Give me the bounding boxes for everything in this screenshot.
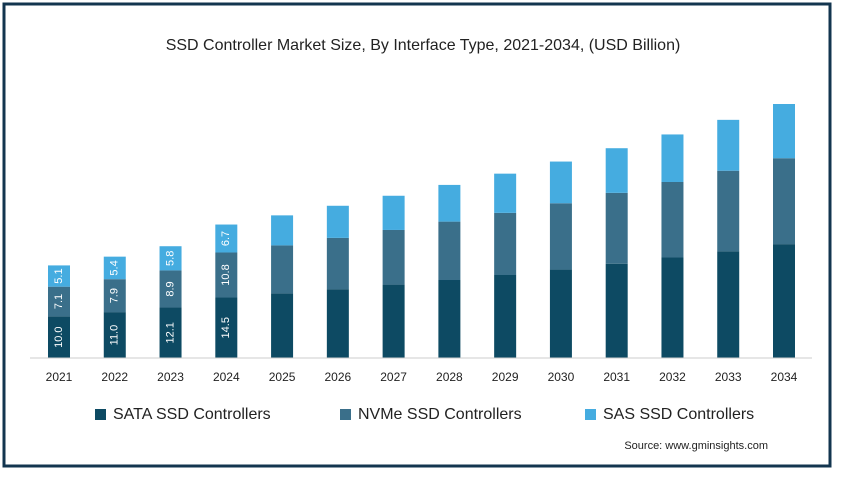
x-tick-label: 2026 [324,370,351,384]
data-label: 7.9 [109,288,121,303]
data-label: 12.1 [164,322,176,343]
bar-segment [773,104,795,159]
source: Source: www.gminsights.com [624,440,768,452]
legend-swatch [340,409,351,420]
x-tick-label: 2027 [380,370,407,384]
data-label: 5.1 [53,268,65,283]
bar-segment [717,170,740,252]
data-label: 14.5 [220,317,232,338]
bar-segment [382,284,405,358]
data-label: 7.1 [53,294,65,309]
bar-segment [549,269,572,358]
bar-segment [494,212,517,276]
x-tick-label: 2029 [492,370,519,384]
bar-segment [159,270,182,308]
legend-swatch [585,409,596,420]
bar-segment [717,119,740,171]
bar-segment [773,244,795,358]
legend-label: NVMe SSD Controllers [358,406,522,423]
bar-segment [326,289,349,358]
x-tick-label: 2032 [659,370,686,384]
bar-segment [215,252,238,298]
data-label: 10.8 [220,264,232,285]
x-tick-label: 2030 [548,370,575,384]
bar-segment [438,184,461,222]
x-tick-label: 2031 [603,370,630,384]
bar-segment [382,229,405,285]
bar-segment [271,215,294,246]
bar-segment [326,205,349,238]
x-tick-label: 2034 [771,370,798,384]
bar-segment [215,297,238,358]
data-label: 5.8 [164,251,176,266]
bar-segment [605,148,628,193]
x-tick-label: 2024 [213,370,240,384]
bar-segment [438,280,461,358]
data-label: 10.0 [53,326,65,347]
legend-label: SATA SSD Controllers [113,406,271,423]
bar-segment [605,263,628,358]
bar-segment [48,265,70,287]
bar-segment [494,173,517,213]
x-tick-label: 2022 [101,370,128,384]
bar-segment [159,246,182,271]
x-tick-label: 2028 [436,370,463,384]
x-tick-label: 2033 [715,370,742,384]
data-label: 6.7 [220,231,232,246]
bar-segment [159,307,182,358]
data-label: 8.9 [164,281,176,296]
bar-segment [103,279,126,313]
bar-segment [661,181,684,258]
x-tick-label: 2021 [46,370,73,384]
x-tick-label: 2023 [157,370,184,384]
chart-title: SSD Controller Market Size, By Interface… [166,37,681,54]
bar-segment [494,275,517,358]
bar-segment [271,293,294,358]
bar-segment [382,195,405,230]
legend-label: SAS SSD Controllers [603,406,754,423]
bar-segment [549,161,572,204]
bar-segment [661,257,684,358]
bar-segment [773,158,795,245]
bar-segment [438,221,461,281]
bar-segment [605,192,628,264]
bar-segment [549,203,572,270]
data-label: 5.4 [109,260,121,275]
bar-segment [103,256,126,280]
legend-swatch [95,409,106,420]
bar-segment [215,224,238,253]
bar-segment [717,251,740,358]
data-label: 11.0 [109,325,121,346]
bar-segment [103,312,126,358]
bar-segment [326,237,349,290]
x-tick-label: 2025 [269,370,296,384]
bar-segment [271,245,294,294]
frame [2,2,832,468]
bar-segment [48,316,70,358]
bar-segment [661,134,684,182]
bar-segment [48,286,70,317]
